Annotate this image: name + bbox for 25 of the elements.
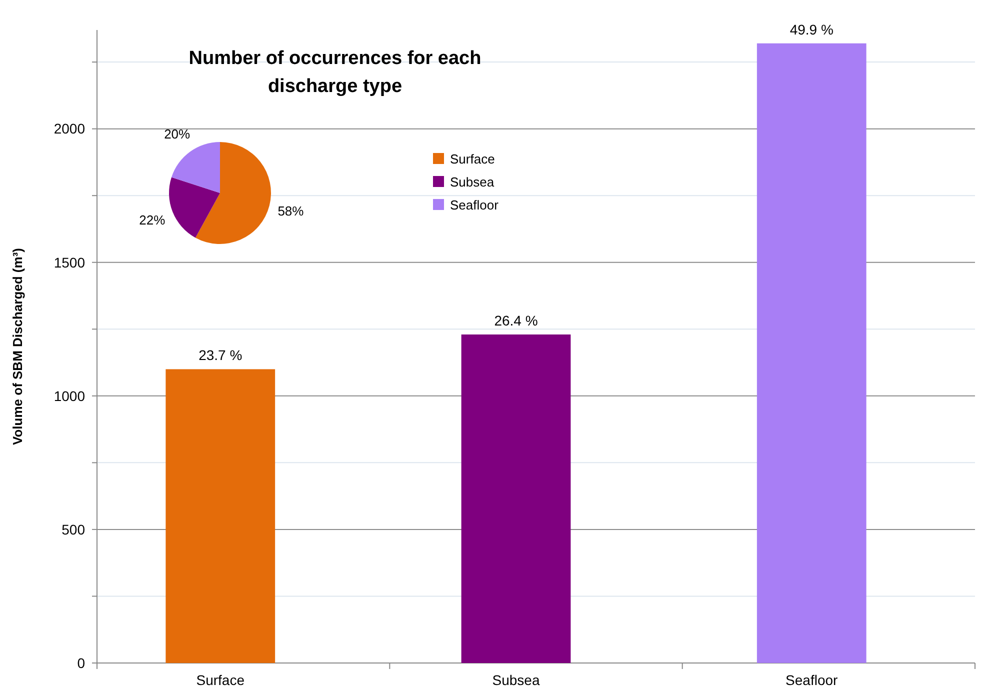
legend-label: Seafloor — [450, 198, 500, 213]
legend-label: Surface — [450, 152, 495, 167]
legend-label: Subsea — [450, 174, 495, 190]
pie-slice — [169, 177, 220, 238]
pie-slice — [171, 142, 220, 193]
y-tick-label: 1000 — [54, 388, 86, 404]
y-tick-label: 0 — [77, 654, 86, 671]
data-label: 22% — [139, 212, 166, 228]
y-axis-title: Volume of SBM Discharged (m³) — [10, 248, 25, 445]
x-tick-label: Subsea — [492, 672, 540, 688]
bar — [166, 369, 276, 663]
annotation: 49.9 % — [790, 21, 834, 38]
y-tick-label: 2000 — [54, 120, 86, 137]
annotation: 23.7 % — [198, 347, 242, 364]
pie-slice — [195, 142, 271, 244]
y-tick-label: 1500 — [54, 254, 86, 270]
data-label: 58% — [278, 204, 304, 219]
annotation: 26.4 % — [494, 312, 538, 328]
bar — [756, 43, 866, 663]
y-tick-label: 500 — [62, 521, 86, 538]
chart-title: Number of occurrences for each discharge type — [188, 48, 482, 97]
x-tick-label: Surface — [196, 672, 245, 688]
data-label: 20% — [164, 126, 191, 142]
bar — [461, 334, 571, 663]
x-tick-label: Seafloor — [786, 672, 838, 688]
